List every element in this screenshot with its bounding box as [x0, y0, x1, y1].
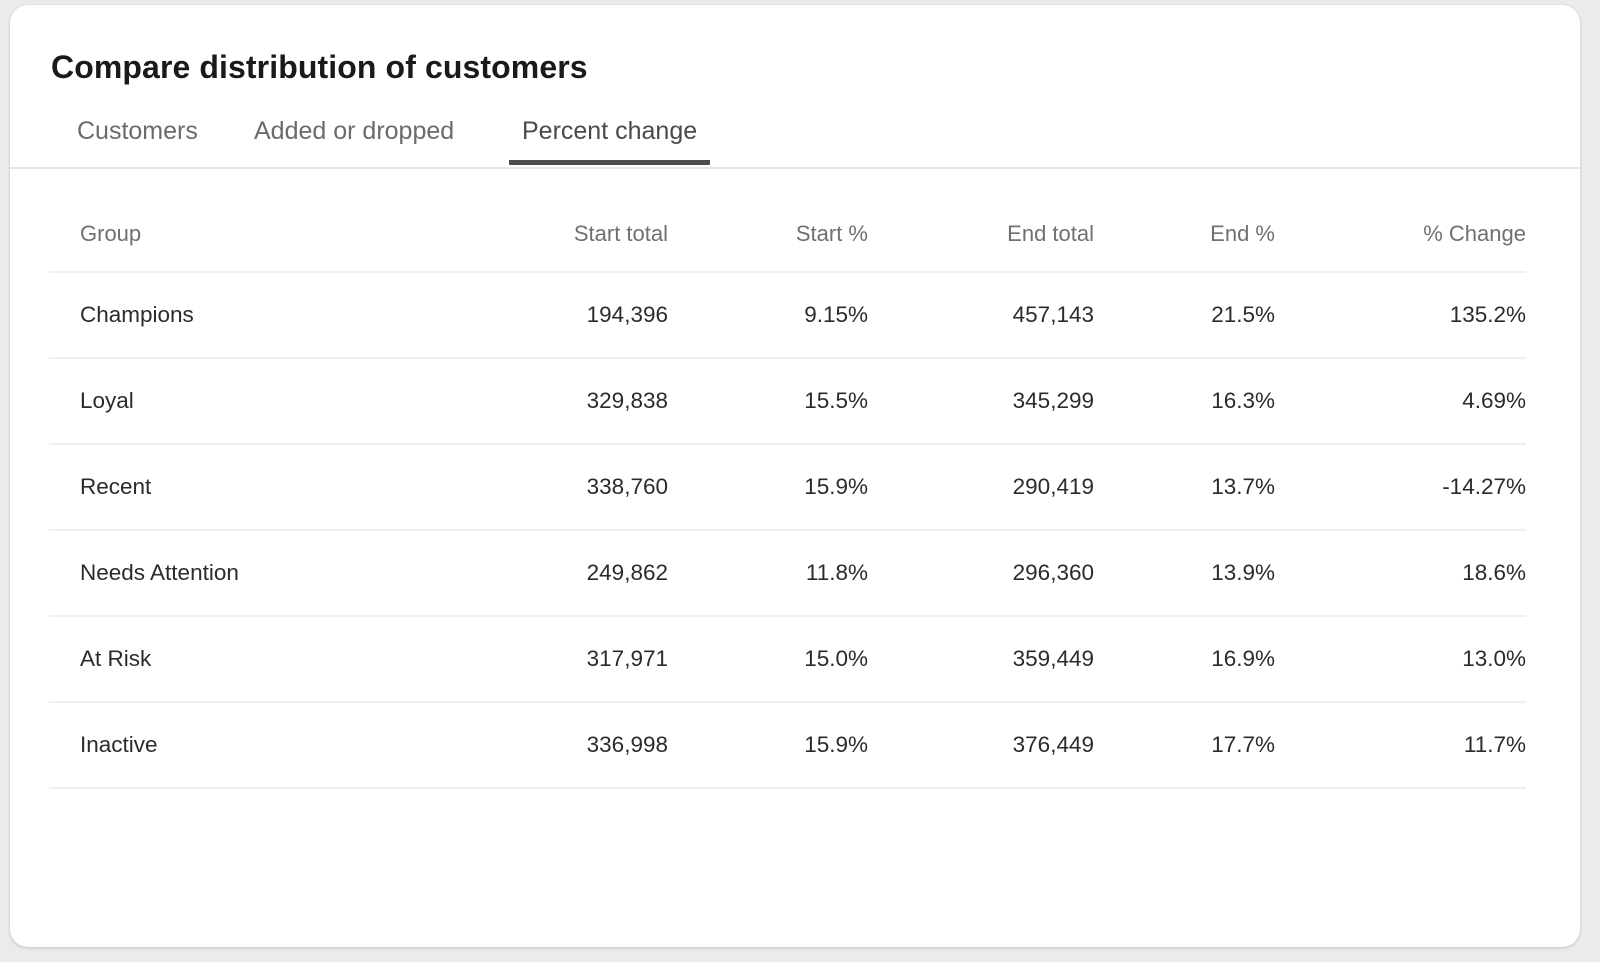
table-row: Champions 194,396 9.15% 457,143 21.5% 13…	[49, 273, 1526, 359]
cell-group: Champions	[80, 302, 194, 327]
table-row: Inactive 336,998 15.9% 376,449 17.7% 11.…	[49, 703, 1526, 789]
distribution-card: Compare distribution of customers Custom…	[10, 5, 1580, 947]
cell-start-percent: 15.9%	[804, 474, 868, 499]
tab-added-or-dropped[interactable]: Added or dropped	[254, 117, 455, 145]
cell-group: Inactive	[80, 732, 158, 757]
header-end-percent: End %	[1210, 221, 1275, 246]
cell-group: At Risk	[80, 646, 152, 671]
header-end-total: End total	[1007, 221, 1094, 246]
cell-start-percent: 15.0%	[804, 646, 868, 671]
distribution-table: Group Start total Start % End total End …	[49, 197, 1526, 789]
tab-customers[interactable]: Customers	[77, 117, 198, 145]
cell-group: Needs Attention	[80, 560, 239, 585]
cell-start-percent: 9.15%	[804, 302, 868, 327]
tab-percent-change[interactable]: Percent change	[509, 117, 711, 165]
table-row: Recent 338,760 15.9% 290,419 13.7% -14.2…	[49, 445, 1526, 531]
table-row: Needs Attention 249,862 11.8% 296,360 13…	[49, 531, 1526, 617]
cell-start-total: 194,396	[586, 302, 668, 327]
cell-end-total: 359,449	[1012, 646, 1094, 671]
cell-end-total: 296,360	[1012, 560, 1094, 585]
cell-end-total: 290,419	[1012, 474, 1094, 499]
table-row: At Risk 317,971 15.0% 359,449 16.9% 13.0…	[49, 617, 1526, 703]
cell-percent-change: 4.69%	[1462, 388, 1526, 413]
cell-start-total: 249,862	[586, 560, 668, 585]
cell-percent-change: 13.0%	[1462, 646, 1526, 671]
tab-bar: Customers Added or dropped Percent chang…	[10, 105, 1580, 169]
cell-end-percent: 21.5%	[1211, 302, 1275, 327]
header-start-percent: Start %	[795, 221, 868, 246]
cell-start-percent: 15.5%	[804, 388, 868, 413]
cell-percent-change: -14.27%	[1442, 474, 1526, 499]
header-start-total: Start total	[573, 221, 668, 246]
cell-end-percent: 17.7%	[1211, 732, 1275, 757]
cell-start-total: 336,998	[586, 732, 668, 757]
header-percent-change: % Change	[1423, 221, 1526, 246]
cell-end-percent: 13.9%	[1211, 560, 1275, 585]
cell-end-percent: 16.3%	[1211, 388, 1275, 413]
cell-start-percent: 11.8%	[805, 560, 868, 585]
cell-percent-change: 11.7%	[1463, 732, 1526, 757]
cell-end-total: 345,299	[1012, 388, 1094, 413]
cell-percent-change: 18.6%	[1462, 560, 1526, 585]
cell-end-percent: 16.9%	[1211, 646, 1275, 671]
cell-start-total: 338,760	[586, 474, 668, 499]
card-title: Compare distribution of customers	[51, 49, 588, 85]
cell-end-total: 376,449	[1012, 732, 1094, 757]
header-group: Group	[80, 221, 142, 246]
cell-start-total: 317,971	[586, 646, 668, 671]
cell-end-percent: 13.7%	[1211, 474, 1275, 499]
cell-start-total: 329,838	[586, 388, 668, 413]
cell-group: Loyal	[80, 388, 134, 413]
table-header-row: Group Start total Start % End total End …	[49, 197, 1526, 273]
cell-start-percent: 15.9%	[804, 732, 868, 757]
cell-percent-change: 135.2%	[1449, 302, 1526, 327]
table-row: Loyal 329,838 15.5% 345,299 16.3% 4.69%	[49, 359, 1526, 445]
cell-end-total: 457,143	[1012, 302, 1094, 327]
cell-group: Recent	[80, 474, 152, 499]
